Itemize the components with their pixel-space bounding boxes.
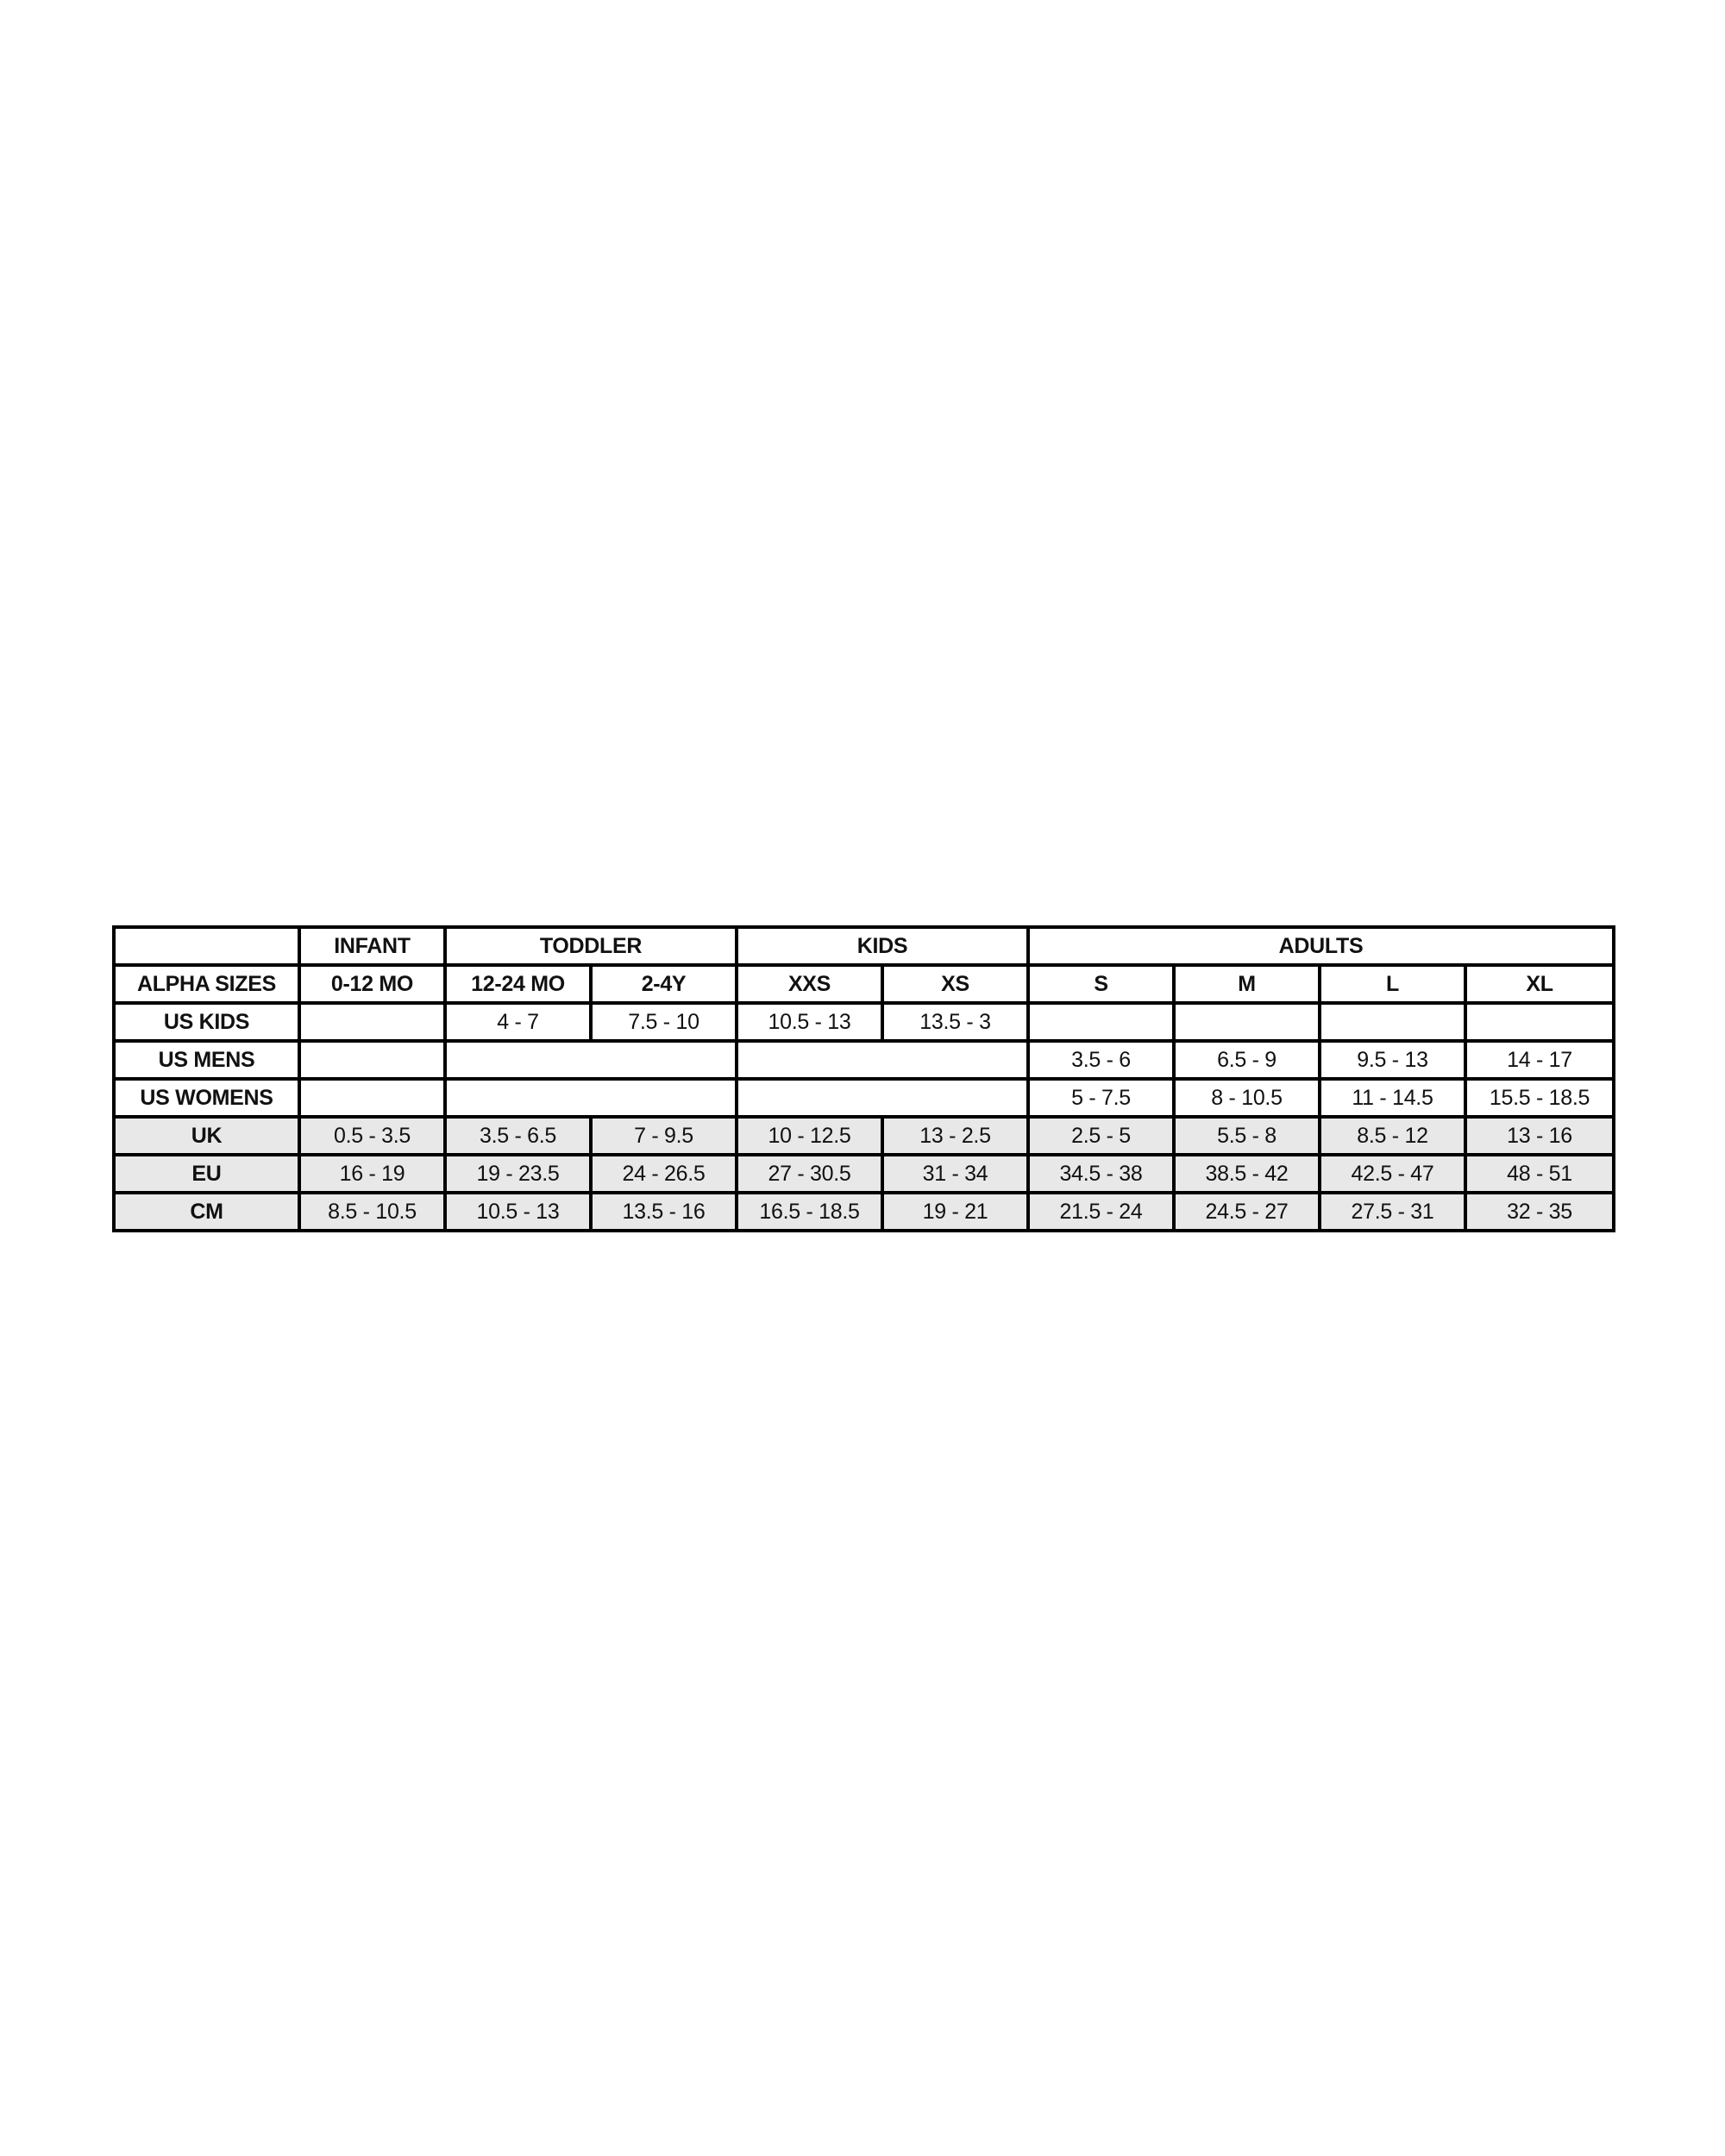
table-cell: 48 - 51 (1463, 1153, 1616, 1194)
table-row-us-womens: US WOMENS 5 - 7.5 8 - 10.5 11 - 14.5 15.… (112, 1077, 1616, 1119)
row-label-alpha-sizes: ALPHA SIZES (112, 963, 301, 1005)
table-cell (443, 1077, 738, 1119)
table-row-eu: EU 16 - 19 19 - 23.5 24 - 26.5 27 - 30.5… (112, 1153, 1616, 1194)
table-cell: 6.5 - 9 (1172, 1039, 1321, 1081)
table-cell: 3.5 - 6 (1026, 1039, 1176, 1081)
table-cell (443, 1039, 738, 1081)
table-cell: 27.5 - 31 (1318, 1191, 1467, 1232)
row-label-us-kids: US KIDS (112, 1001, 301, 1043)
table-cell: 31 - 34 (881, 1153, 1030, 1194)
group-header-kids: KIDS (735, 925, 1030, 967)
table-row-cm: CM 8.5 - 10.5 10.5 - 13 13.5 - 16 16.5 -… (112, 1191, 1616, 1232)
table-cell: 12-24 MO (443, 963, 593, 1005)
table-cell: 4 - 7 (443, 1001, 593, 1043)
table-cell: L (1318, 963, 1467, 1005)
table-cell: S (1026, 963, 1176, 1005)
group-header-adults: ADULTS (1026, 925, 1616, 967)
table-cell: 13.5 - 16 (589, 1191, 738, 1232)
table-cell: 24.5 - 27 (1172, 1191, 1321, 1232)
table-cell: 8.5 - 10.5 (298, 1191, 447, 1232)
table-cell: 42.5 - 47 (1318, 1153, 1467, 1194)
table-cell: 7.5 - 10 (589, 1001, 738, 1043)
table-cell: 10 - 12.5 (735, 1115, 884, 1156)
table-cell: 24 - 26.5 (589, 1153, 738, 1194)
table-cell: 32 - 35 (1463, 1191, 1616, 1232)
table-cell: 34.5 - 38 (1026, 1153, 1176, 1194)
table-cell: 16 - 19 (298, 1153, 447, 1194)
table-cell: 8 - 10.5 (1172, 1077, 1321, 1119)
table-cell (1172, 1001, 1321, 1043)
table-cell: 5 - 7.5 (1026, 1077, 1176, 1119)
table-cell (298, 1077, 447, 1119)
table-cell: 13.5 - 3 (881, 1001, 1030, 1043)
group-header-row: INFANT TODDLER KIDS ADULTS (112, 925, 1616, 967)
group-header-infant: INFANT (298, 925, 447, 967)
table-cell: 14 - 17 (1463, 1039, 1616, 1081)
table-cell: 10.5 - 13 (443, 1191, 593, 1232)
row-label-cm: CM (112, 1191, 301, 1232)
table-cell: 16.5 - 18.5 (735, 1191, 884, 1232)
table-cell: 0.5 - 3.5 (298, 1115, 447, 1156)
row-label-us-womens: US WOMENS (112, 1077, 301, 1119)
table-cell: 5.5 - 8 (1172, 1115, 1321, 1156)
row-label-uk: UK (112, 1115, 301, 1156)
table-cell: 19 - 23.5 (443, 1153, 593, 1194)
corner-cell (112, 925, 301, 967)
table-cell: 3.5 - 6.5 (443, 1115, 593, 1156)
table-cell (298, 1001, 447, 1043)
table-cell (1318, 1001, 1467, 1043)
size-chart-table: INFANT TODDLER KIDS ADULTS ALPHA SIZES 0… (112, 925, 1616, 1232)
table-cell: 13 - 2.5 (881, 1115, 1030, 1156)
table-row-us-mens: US MENS 3.5 - 6 6.5 - 9 9.5 - 13 14 - 17 (112, 1039, 1616, 1081)
row-label-us-mens: US MENS (112, 1039, 301, 1081)
table-cell: 0-12 MO (298, 963, 447, 1005)
table-cell (1026, 1001, 1176, 1043)
table-cell: XXS (735, 963, 884, 1005)
table-cell: 7 - 9.5 (589, 1115, 738, 1156)
group-header-toddler: TODDLER (443, 925, 738, 967)
table-cell (1463, 1001, 1616, 1043)
table-cell: 13 - 16 (1463, 1115, 1616, 1156)
table-row-alpha-sizes: ALPHA SIZES 0-12 MO 12-24 MO 2-4Y XXS XS… (112, 963, 1616, 1005)
size-chart: INFANT TODDLER KIDS ADULTS ALPHA SIZES 0… (112, 925, 1616, 1232)
table-cell (735, 1077, 1030, 1119)
table-cell: 27 - 30.5 (735, 1153, 884, 1194)
table-cell: 2.5 - 5 (1026, 1115, 1176, 1156)
table-cell: 38.5 - 42 (1172, 1153, 1321, 1194)
table-cell: XS (881, 963, 1030, 1005)
table-cell: 10.5 - 13 (735, 1001, 884, 1043)
table-cell: 19 - 21 (881, 1191, 1030, 1232)
row-label-eu: EU (112, 1153, 301, 1194)
table-cell: 11 - 14.5 (1318, 1077, 1467, 1119)
table-row-uk: UK 0.5 - 3.5 3.5 - 6.5 7 - 9.5 10 - 12.5… (112, 1115, 1616, 1156)
table-cell: XL (1463, 963, 1616, 1005)
table-cell: 9.5 - 13 (1318, 1039, 1467, 1081)
table-cell: 21.5 - 24 (1026, 1191, 1176, 1232)
table-row-us-kids: US KIDS 4 - 7 7.5 - 10 10.5 - 13 13.5 - … (112, 1001, 1616, 1043)
table-cell: 2-4Y (589, 963, 738, 1005)
table-cell (735, 1039, 1030, 1081)
table-cell (298, 1039, 447, 1081)
table-cell: M (1172, 963, 1321, 1005)
table-cell: 15.5 - 18.5 (1463, 1077, 1616, 1119)
table-cell: 8.5 - 12 (1318, 1115, 1467, 1156)
